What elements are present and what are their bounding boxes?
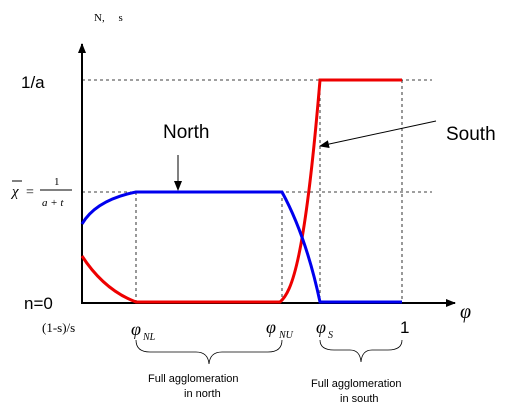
north-label: North: [163, 122, 209, 143]
north-curve: [80, 190, 402, 304]
north-region-brace: [135, 339, 283, 365]
y-tick-one-over-a: 1/a: [21, 73, 45, 92]
y-tick-n-zero: n=0: [24, 294, 53, 313]
chi-symbol: χ: [10, 184, 19, 200]
x-tick-phi-s: φ S: [316, 317, 333, 341]
phi-nl-symbol: φ: [131, 319, 141, 339]
north-region-label-line1: Full agglomeration: [148, 373, 239, 385]
phi-nu-subscript: NU: [278, 330, 294, 341]
y-axis-top-label: N, s: [94, 12, 123, 24]
phi-nl-subscript: NL: [142, 332, 156, 343]
phi-s-subscript: S: [328, 330, 333, 341]
x-axis-phi-symbol: φ: [460, 301, 471, 323]
south-curve: [80, 78, 402, 304]
phi-nu-symbol: φ: [266, 317, 276, 337]
south-label-arrow: [319, 120, 437, 149]
x-tick-start: (1-s)/s: [42, 320, 75, 335]
x-tick-one: 1: [400, 318, 409, 337]
x-tick-phi-nl: φ NL: [131, 319, 156, 343]
south-region-label-line2: in south: [340, 393, 379, 405]
south-region-brace: [319, 339, 403, 363]
chi-denominator: a + t: [42, 197, 64, 209]
x-tick-phi-nu: φ NU: [266, 317, 294, 341]
chi-numerator: 1: [54, 176, 60, 188]
chi-equals: =: [26, 185, 34, 200]
y-tick-chi: χ = 1 a + t: [10, 176, 72, 209]
south-region-label-line1: Full agglomeration: [311, 378, 402, 390]
south-label: South: [446, 124, 496, 145]
north-region-label-line2: in north: [184, 388, 221, 400]
phi-s-symbol: φ: [316, 317, 326, 337]
